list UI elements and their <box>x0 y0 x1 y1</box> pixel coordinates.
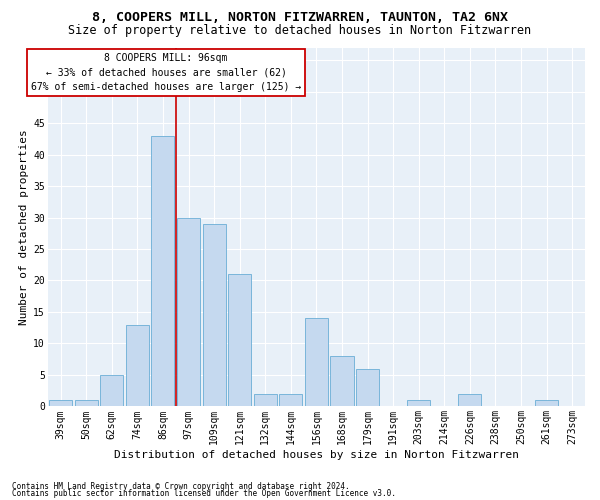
Bar <box>177 218 200 406</box>
Bar <box>126 324 149 406</box>
Text: Contains public sector information licensed under the Open Government Licence v3: Contains public sector information licen… <box>12 490 396 498</box>
X-axis label: Distribution of detached houses by size in Norton Fitzwarren: Distribution of detached houses by size … <box>114 450 519 460</box>
Bar <box>228 274 251 406</box>
Bar <box>203 224 226 406</box>
Text: Size of property relative to detached houses in Norton Fitzwarren: Size of property relative to detached ho… <box>68 24 532 37</box>
Bar <box>280 394 302 406</box>
Bar <box>151 136 175 406</box>
Bar <box>100 375 123 406</box>
Bar <box>331 356 353 406</box>
Text: Contains HM Land Registry data © Crown copyright and database right 2024.: Contains HM Land Registry data © Crown c… <box>12 482 350 491</box>
Text: 8 COOPERS MILL: 96sqm
← 33% of detached houses are smaller (62)
67% of semi-deta: 8 COOPERS MILL: 96sqm ← 33% of detached … <box>31 53 301 92</box>
Text: 8, COOPERS MILL, NORTON FITZWARREN, TAUNTON, TA2 6NX: 8, COOPERS MILL, NORTON FITZWARREN, TAUN… <box>92 11 508 24</box>
Bar <box>254 394 277 406</box>
Bar <box>49 400 72 406</box>
Bar <box>74 400 98 406</box>
Bar <box>305 318 328 406</box>
Bar <box>356 368 379 406</box>
Bar <box>458 394 481 406</box>
Bar <box>535 400 558 406</box>
Y-axis label: Number of detached properties: Number of detached properties <box>19 129 29 325</box>
Bar <box>407 400 430 406</box>
